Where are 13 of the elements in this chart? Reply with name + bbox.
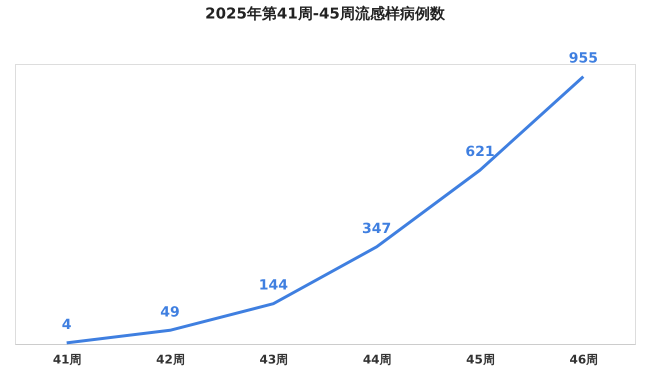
chart-title: 2025年第41周-45周流感样病例数 [205, 4, 446, 23]
x-tick-label: 46周 [569, 352, 598, 366]
data-label: 49 [160, 304, 180, 320]
data-label: 144 [258, 278, 288, 294]
data-label: 4 [62, 316, 72, 333]
x-tick-label: 41周 [52, 352, 82, 366]
x-tick-label: 43周 [259, 352, 288, 366]
x-tick-label: 45周 [466, 352, 495, 366]
data-label: 955 [568, 50, 598, 67]
data-label: 347 [362, 220, 392, 237]
data-label: 621 [465, 144, 495, 160]
x-tick-label: 42周 [156, 352, 185, 366]
x-tick-label: 44周 [362, 352, 392, 366]
